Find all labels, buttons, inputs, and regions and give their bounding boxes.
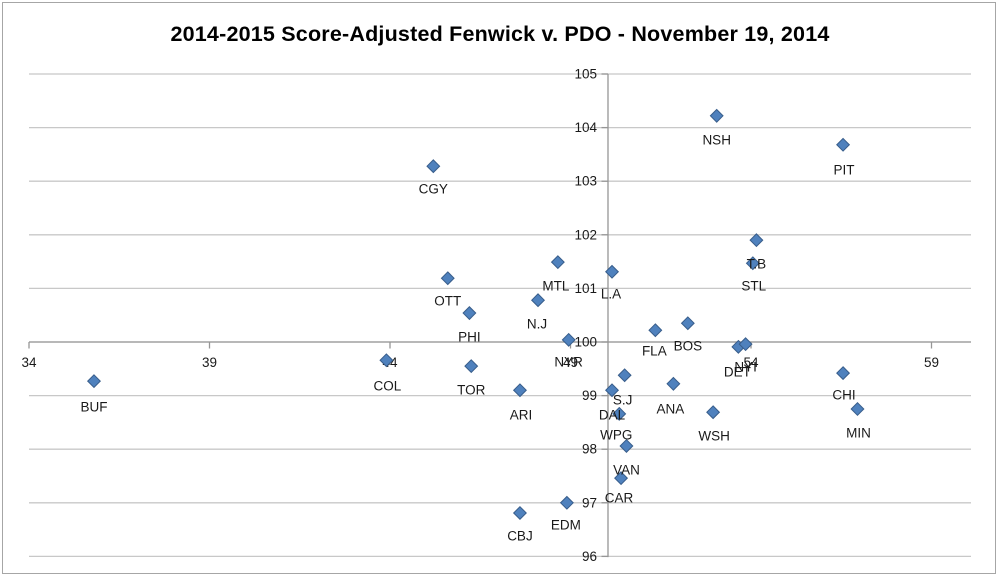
team-label-WPG: WPG	[600, 427, 632, 442]
data-point-OTT	[440, 271, 455, 286]
team-label-NYR: NYR	[554, 354, 583, 369]
team-label-BOS: BOS	[674, 339, 703, 354]
data-point-CGY	[426, 159, 441, 174]
team-label-PHI: PHI	[458, 330, 481, 345]
data-point-FLA	[648, 323, 663, 338]
data-point-CAR	[614, 471, 629, 486]
data-point-NYR	[561, 332, 576, 347]
data-point-MTL	[550, 255, 565, 270]
y-tick-label-100: 100	[574, 335, 597, 350]
team-label-FLA: FLA	[642, 344, 667, 359]
team-label-COL: COL	[374, 379, 402, 394]
y-tick-label-97: 97	[582, 495, 597, 510]
data-point-COL	[379, 353, 394, 368]
team-label-N.J: N.J	[527, 317, 547, 332]
data-point-N.J	[531, 293, 546, 308]
team-label-NYI: NYI	[734, 360, 757, 375]
team-label-NSH: NSH	[702, 132, 731, 147]
team-label-T.B: T.B	[747, 257, 767, 272]
team-label-ARI: ARI	[510, 408, 533, 423]
y-tick-label-98: 98	[582, 442, 597, 457]
team-label-CAR: CAR	[605, 491, 634, 506]
data-point-EDM	[559, 495, 574, 510]
data-point-L.A	[605, 264, 620, 279]
team-label-L.A: L.A	[601, 286, 621, 301]
team-label-DET: DET	[724, 364, 751, 379]
y-tick-label-103: 103	[574, 174, 597, 189]
data-point-PIT	[836, 137, 851, 152]
y-tick-label-96: 96	[582, 549, 597, 564]
data-point-T.B	[749, 233, 764, 248]
y-tick-label-101: 101	[574, 281, 597, 296]
x-tick-label-34: 34	[21, 355, 37, 370]
data-point-STL	[745, 256, 760, 271]
y-tick-label-99: 99	[582, 388, 597, 403]
data-point-CHI	[836, 366, 851, 381]
team-label-TOR: TOR	[457, 383, 486, 398]
team-label-S.J: S.J	[613, 393, 633, 408]
data-point-DAL	[605, 383, 620, 398]
x-tick-label-49: 49	[563, 355, 578, 370]
team-label-DAL: DAL	[599, 408, 626, 423]
team-label-WSH: WSH	[698, 429, 730, 444]
data-point-ARI	[512, 383, 527, 398]
data-point-NSH	[709, 108, 724, 123]
data-point-BUF	[86, 374, 101, 389]
data-point-NYI	[738, 337, 753, 352]
data-point-WSH	[706, 405, 721, 420]
x-tick-label-54: 54	[743, 355, 759, 370]
y-tick-label-102: 102	[574, 227, 597, 242]
team-label-EDM: EDM	[551, 517, 581, 532]
x-tick-label-59: 59	[924, 355, 939, 370]
data-point-VAN	[619, 438, 634, 453]
team-label-CBJ: CBJ	[507, 528, 533, 543]
team-label-BUF: BUF	[80, 400, 107, 415]
team-label-MIN: MIN	[846, 426, 871, 441]
team-label-OTT: OTT	[434, 294, 461, 309]
data-point-TOR	[464, 359, 479, 374]
chart-title: 2014-2015 Score-Adjusted Fenwick v. PDO …	[170, 22, 830, 46]
team-label-PIT: PIT	[834, 162, 855, 177]
data-point-PHI	[462, 306, 477, 321]
team-label-MTL: MTL	[542, 279, 569, 294]
x-tick-label-39: 39	[202, 355, 217, 370]
y-tick-label-105: 105	[574, 67, 597, 82]
team-label-CHI: CHI	[832, 388, 855, 403]
y-tick-label-104: 104	[574, 120, 597, 135]
team-label-CGY: CGY	[419, 182, 448, 197]
data-point-S.J	[617, 368, 632, 383]
team-label-VAN: VAN	[613, 462, 640, 477]
data-point-ANA	[666, 376, 681, 391]
data-point-CBJ	[512, 505, 527, 520]
team-label-STL: STL	[741, 279, 766, 294]
data-point-WPG	[612, 406, 627, 421]
data-point-MIN	[850, 401, 865, 417]
data-point-BOS	[680, 316, 695, 331]
team-label-ANA: ANA	[657, 401, 685, 416]
